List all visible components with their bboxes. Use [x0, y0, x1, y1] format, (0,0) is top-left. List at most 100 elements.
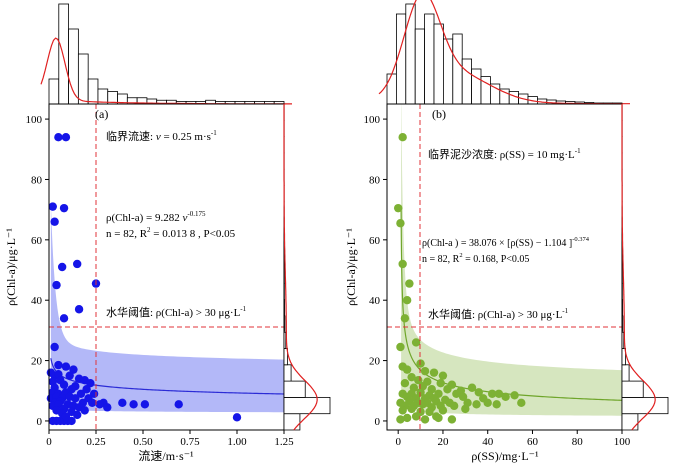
panel-a-point — [233, 413, 241, 421]
panel-b-point — [430, 368, 438, 376]
panel-b-point — [401, 314, 409, 322]
panel-b-x-tick-label: 100 — [614, 436, 631, 448]
panel-b-critical-annotation: 临界泥沙浓度: ρ(SS) = 10 mg·L-1 — [428, 147, 581, 161]
panel-a-critical-annotation: 临界流速: v = 0.25 m·s-1 — [106, 129, 217, 143]
panel-a-point — [60, 204, 68, 212]
panel-a-threshold-annotation: 水华阈值: ρ(Chl-a) > 30 μg·L-1 — [106, 305, 247, 319]
panel-b-point — [432, 412, 440, 420]
panel-b-y-tick-label: 100 — [364, 114, 381, 126]
panel-a-point — [62, 412, 70, 420]
panel-b-point — [484, 399, 492, 407]
panel-a-point — [129, 400, 137, 408]
panel-b: 0 20 40 60 80 100 0 20 40 60 80 100 (b) 临界泥沙浓度: ρ(S… — [344, 0, 668, 463]
panel-b-point — [396, 219, 404, 227]
panel-a-y-tick-label: 20 — [31, 356, 43, 368]
panel-b-y-tick-label: 60 — [369, 235, 381, 247]
panel-a-point — [73, 411, 81, 419]
panel-b-top-bin — [443, 39, 452, 104]
panel-b-x-axis-label: ρ(SS)/mg·L⁻¹ — [471, 449, 539, 463]
panel-b-point — [401, 379, 409, 387]
panel-b-point — [510, 391, 518, 399]
panel-a-y-tick-label: 80 — [31, 174, 43, 186]
panel-a-point — [88, 399, 96, 407]
panel-a-point — [49, 202, 57, 210]
panel-a-right-bin — [284, 381, 305, 397]
panel-a-top-bin — [78, 54, 88, 104]
panel-a-point — [50, 343, 58, 351]
panel-b-point — [394, 204, 402, 212]
panel-a-point — [60, 314, 68, 322]
panel-a-top-bin — [88, 79, 98, 104]
panel-a-point — [81, 406, 89, 414]
panel-a-x-tick-label: 0 — [46, 436, 52, 448]
panel-b-top-bin — [462, 59, 471, 104]
panel-b-point — [416, 359, 424, 367]
panel-b-x-tick-label: 60 — [527, 436, 539, 448]
panel-a-point — [73, 260, 81, 268]
panel-a-x-tick-label: 1.25 — [274, 436, 294, 448]
panel-b-point — [398, 260, 406, 268]
panel-a-point — [50, 218, 58, 226]
panel-b-y-tick-label: 20 — [369, 356, 381, 368]
panel-a-equation: ρ(Chl-a) = 9.282 v-0.175 — [106, 210, 206, 224]
panel-b-y-tick-label: 80 — [369, 174, 381, 186]
panel-b-point — [407, 405, 415, 413]
panel-a-y-tick-label: 60 — [31, 235, 43, 247]
panel-b-x-tick-label: 0 — [395, 436, 401, 448]
panel-b-point — [439, 406, 447, 414]
panel-a-right-bin — [284, 300, 285, 316]
panel-b-label: (b) — [432, 107, 446, 121]
panel-a-label: (a) — [95, 107, 108, 121]
panel-a-point — [118, 399, 126, 407]
panel-b-top-bin — [472, 69, 481, 104]
panel-a-right-bin — [284, 414, 300, 430]
panel-b-point — [421, 367, 429, 375]
panel-a-point — [96, 400, 104, 408]
panel-a-point — [62, 362, 70, 370]
panel-a-point — [103, 403, 111, 411]
panel-b-y-tick-label: 40 — [369, 295, 381, 307]
panel-b-x-tick-label: 20 — [437, 436, 449, 448]
panel-b-point — [492, 400, 500, 408]
panel-b-right-histogram — [622, 104, 668, 430]
panel-b-top-bin — [425, 14, 434, 104]
panel-b-x-tick-label: 40 — [482, 436, 494, 448]
panel-b-point — [398, 406, 406, 414]
panel-a-y-tick-label: 40 — [31, 295, 43, 307]
panel-a-top-histogram — [49, 4, 284, 104]
panel-b-right-bin — [622, 397, 668, 413]
panel-a-point — [62, 133, 70, 141]
panel-b-statistics: n = 82, R2 = 0.168, P<0.05 — [422, 252, 529, 265]
panel-b-x-tick-label: 80 — [572, 436, 584, 448]
panel-b-point — [461, 405, 469, 413]
panel-b-point — [501, 393, 509, 401]
panel-b-point — [405, 279, 413, 287]
panel-a-y-tick-label: 0 — [37, 416, 43, 428]
panel-b-threshold-annotation: 水华阈值: ρ(Chl-a) > 30 μg·L-1 — [428, 307, 569, 321]
panel-b-point — [517, 399, 525, 407]
panel-b-top-bin — [415, 29, 424, 104]
panel-a-top-bin — [59, 4, 69, 104]
panel-b-point — [450, 402, 458, 410]
panel-a-point — [175, 400, 183, 408]
panel-a-point — [58, 263, 66, 271]
panel-b-equation: ρ(Chl-a ) = 38.076 × [ρ(SS) − 1.104 ]-0.… — [422, 236, 590, 249]
panel-a-right-bin — [284, 332, 286, 348]
panel-b-y-tick-label: 0 — [375, 416, 381, 428]
panel-b-right-bin — [622, 300, 623, 316]
panel-b-top-histogram — [387, 4, 622, 104]
panel-a-point — [52, 281, 60, 289]
panel-b-right-bin — [622, 414, 638, 430]
panel-b-top-bin — [453, 34, 462, 104]
panel-b-point — [403, 365, 411, 373]
panel-a-point — [54, 361, 62, 369]
panel-b-point — [412, 412, 420, 420]
panel-a-right-histogram — [284, 104, 330, 430]
panel-b-point — [403, 414, 411, 422]
panel-a-right-bin — [284, 365, 291, 381]
panel-b-point — [398, 133, 406, 141]
panel-a-point — [71, 394, 79, 402]
panel-a-x-tick-label: 1.00 — [227, 436, 247, 448]
panel-a-point — [60, 381, 68, 389]
